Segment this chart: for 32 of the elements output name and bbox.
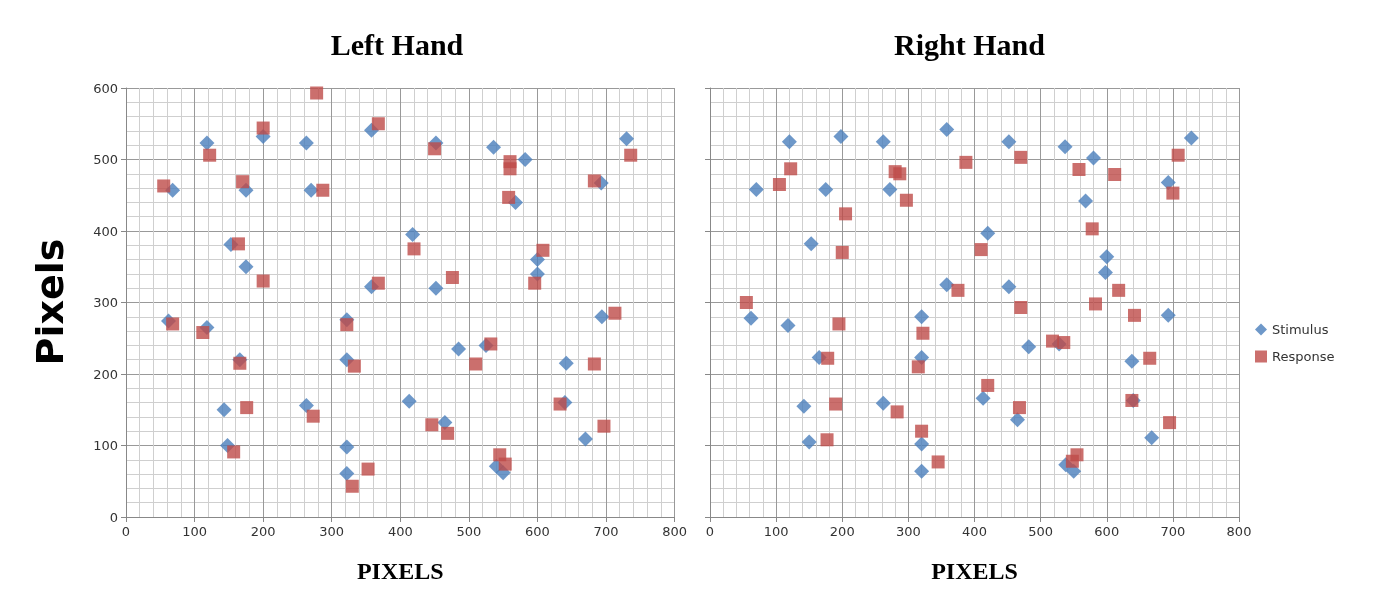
- y-tick-label: 100: [93, 438, 118, 453]
- x-tick-label: 100: [763, 524, 789, 539]
- y-tick-label: 0: [109, 509, 118, 525]
- y-tick-label: 600: [93, 80, 118, 96]
- x-tick-label: 700: [593, 524, 619, 539]
- x-tick-label: 200: [829, 524, 855, 539]
- x-tick-label: 700: [1160, 524, 1186, 539]
- y-axis-title: Pixels: [28, 237, 72, 368]
- x-tick-label: 500: [1028, 524, 1054, 539]
- x-tick-label: 0: [705, 524, 715, 539]
- x-tick-label: 600: [525, 524, 550, 539]
- legend-label: Stimulus: [1272, 322, 1329, 337]
- x-tick-label: 800: [1226, 524, 1252, 539]
- y-tick-label: 500: [93, 152, 118, 167]
- legend-label: Response: [1272, 349, 1335, 364]
- x-tick-label: 100: [182, 524, 207, 539]
- x-tick-label: 300: [895, 524, 921, 539]
- x-tick-label: 800: [662, 524, 688, 539]
- chart-title: Right Hand: [894, 27, 1046, 61]
- x-tick-label: 300: [319, 524, 345, 539]
- x-tick-label: 400: [962, 524, 987, 539]
- chart-title: Left Hand: [330, 27, 464, 61]
- x-axis-title: PIXELS: [931, 558, 1018, 584]
- x-axis-title: PIXELS: [356, 558, 444, 584]
- x-tick-label: 600: [1094, 524, 1120, 539]
- x-tick-label: 0: [121, 524, 131, 539]
- y-tick-label: 300: [93, 295, 118, 310]
- y-tick-label: 400: [93, 223, 118, 239]
- x-tick-label: 500: [456, 524, 482, 539]
- x-tick-label: 200: [250, 524, 276, 539]
- x-tick-label: 400: [387, 524, 413, 539]
- y-tick-label: 200: [93, 366, 118, 382]
